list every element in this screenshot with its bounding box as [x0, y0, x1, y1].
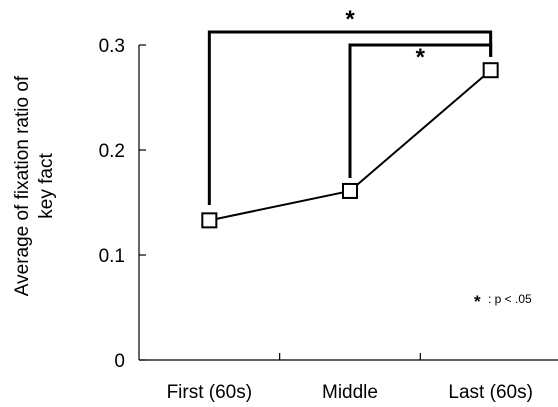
- y-tick-label: 0.2: [99, 141, 125, 162]
- note-star: *: [474, 292, 481, 311]
- x-tick-label: Middle: [322, 382, 378, 403]
- y-tick-label: 0.1: [99, 246, 125, 267]
- series: [201, 62, 499, 229]
- significance-star: *: [345, 6, 355, 33]
- significance-brackets: **: [207, 6, 493, 205]
- data-point: [201, 212, 218, 229]
- x-ticks: First (60s) Middle Last (60s): [167, 353, 533, 403]
- x-tick-label: Last (60s): [448, 382, 532, 403]
- y-axis-title-line-2: key fact: [36, 153, 57, 219]
- axes: [138, 45, 558, 361]
- x-tick-label: First (60s): [167, 382, 253, 403]
- y-axis-title: Average of fixation ratio of key fact: [12, 75, 57, 296]
- data-point: [342, 182, 358, 199]
- y-tick-label: 0.3: [99, 36, 125, 57]
- significance-bracket: [348, 43, 493, 178]
- y-tick-label: 0: [114, 351, 125, 372]
- data-point: [482, 62, 499, 79]
- y-axis-title-line-1: Average of fixation ratio of: [12, 75, 33, 296]
- significance-star: *: [416, 44, 426, 71]
- note-text: : p < .05: [488, 292, 532, 306]
- y-ticks: 0 0.1 0.2 0.3: [99, 36, 146, 372]
- significance-note: * : p < .05: [474, 292, 532, 311]
